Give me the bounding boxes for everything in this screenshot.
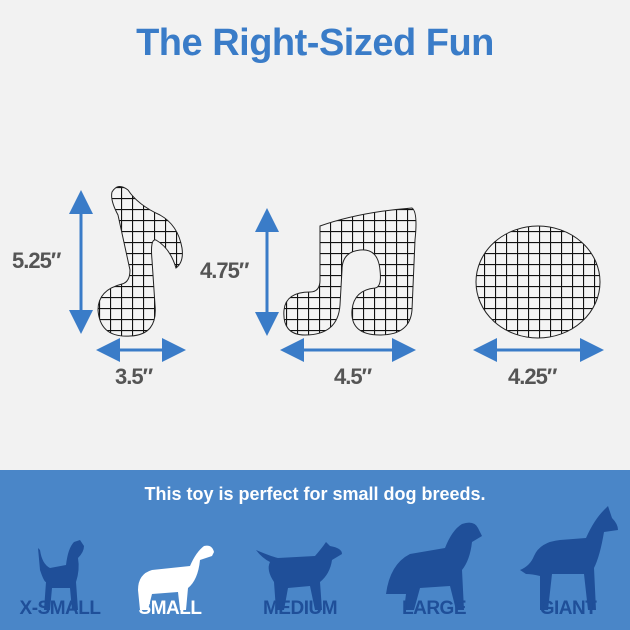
ball-toy (475, 225, 601, 339)
small-dog-icon (138, 545, 214, 610)
width-label: 4.5″ (334, 364, 372, 389)
beamed-note-toy (283, 207, 417, 336)
height-label: 4.75″ (200, 258, 249, 283)
height-label: 5.25″ (12, 248, 61, 273)
xsmall-dog-icon (38, 540, 84, 610)
eighth-note-toy (97, 186, 183, 337)
giant-dog-icon (520, 506, 618, 610)
width-label: 4.25″ (508, 364, 557, 389)
dog-silhouettes (38, 506, 618, 610)
tagline: This toy is perfect for small dog breeds… (144, 484, 486, 504)
size-giant: GIANT (539, 598, 597, 619)
width-label: 3.5″ (115, 364, 153, 389)
page-title: The Right-Sized Fun (136, 22, 494, 64)
breed-size-band: This toy is perfect for small dog breeds… (0, 470, 630, 630)
medium-dog-icon (256, 542, 342, 610)
size-x-small: X-SMALL (19, 598, 101, 619)
size-small: SMALL (138, 598, 202, 619)
size-large: LARGE (402, 598, 467, 619)
large-dog-icon (386, 522, 482, 610)
product-illustrations (69, 186, 604, 362)
size-medium: MEDIUM (262, 598, 338, 619)
